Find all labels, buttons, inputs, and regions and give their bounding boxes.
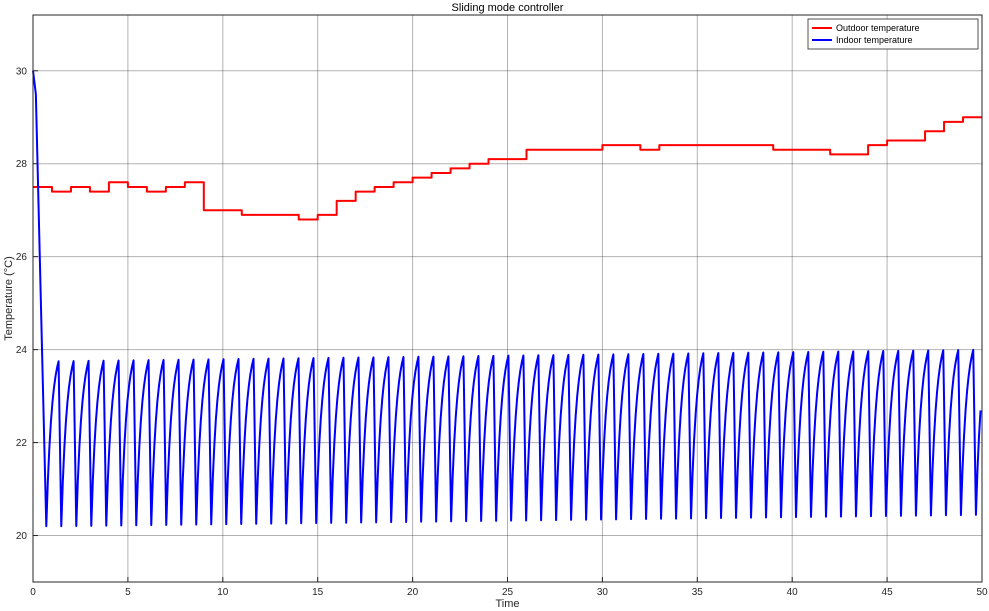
legend: Outdoor temperature Indoor temperature: [807, 18, 979, 50]
x-tick-label: 50: [976, 587, 988, 598]
series-line-outdoor: [33, 116, 982, 221]
x-tick-label: 20: [407, 587, 419, 598]
y-tick-label: 24: [16, 345, 28, 356]
y-tick-label: 30: [16, 66, 28, 77]
legend-entry: Outdoor temperature: [836, 23, 920, 33]
y-tick-label: 28: [16, 159, 28, 170]
x-tick-label: 45: [882, 587, 894, 598]
x-tick-label: 10: [217, 587, 229, 598]
x-tick-label: 40: [787, 587, 799, 598]
y-axis-label: Temperature (°C): [3, 256, 15, 340]
ticks: 0 5 10 15 20 25 30 35 40 45 50 20 22 24 26 28 30: [16, 66, 988, 598]
x-axis-label: Time: [495, 598, 519, 610]
chart-title: Sliding mode controller: [452, 2, 564, 14]
y-tick-label: 22: [16, 438, 28, 449]
x-tick-label: 15: [312, 587, 324, 598]
y-tick-label: 26: [16, 252, 28, 263]
x-tick-label: 0: [30, 587, 36, 598]
x-tick-label: 35: [692, 587, 704, 598]
plot-area: [33, 15, 982, 582]
series-layer: [32, 70, 982, 528]
x-tick-label: 5: [125, 587, 131, 598]
x-tick-label: 25: [502, 587, 514, 598]
legend-entry: Indoor temperature: [836, 35, 913, 45]
y-tick-label: 20: [16, 531, 28, 542]
x-tick-label: 30: [597, 587, 609, 598]
series-line-indoor: [32, 70, 982, 528]
legend-box: [807, 18, 979, 50]
grid: [33, 15, 982, 582]
